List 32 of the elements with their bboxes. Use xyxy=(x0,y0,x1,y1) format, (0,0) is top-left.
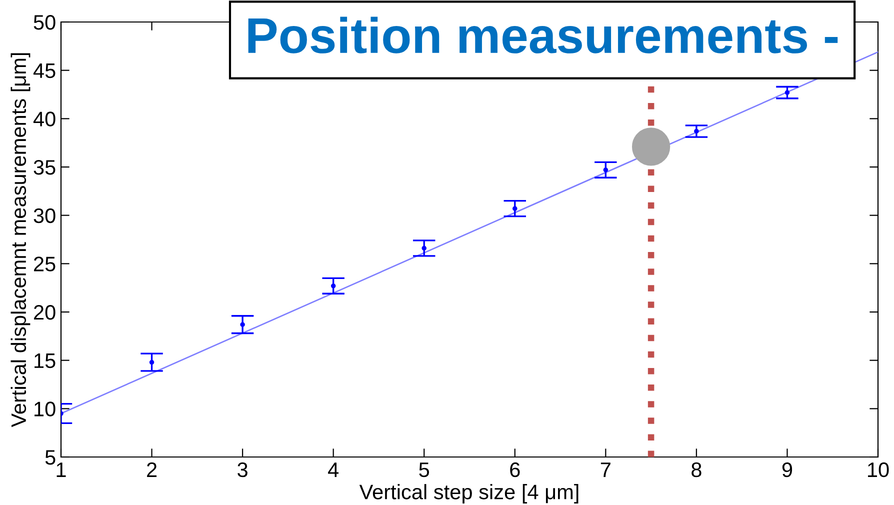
x-axis-title: Vertical step size [4 μm] xyxy=(359,484,578,504)
point xyxy=(632,128,670,166)
y-tick-label: 30 xyxy=(34,208,56,224)
point xyxy=(422,246,427,251)
y-tick-label: 10 xyxy=(34,402,56,416)
point xyxy=(784,90,790,95)
x-tick-label: 10 xyxy=(868,462,889,478)
y-tick-label: 45 xyxy=(33,64,56,78)
y-tick-label: 5 xyxy=(45,450,56,465)
x-tick-label: 2 xyxy=(147,462,157,477)
chart-title: Position measurements - xyxy=(248,16,838,54)
y-tick-label: 35 xyxy=(34,160,56,175)
x-tick-label: 6 xyxy=(510,462,520,478)
x-tick-label: 9 xyxy=(782,462,792,478)
y-tick-label: 20 xyxy=(34,305,56,320)
x-tick-label: 5 xyxy=(419,462,430,478)
y-axis-title: Vertical displacemnt measurements [μm] xyxy=(10,53,30,428)
y-tick-label: 40 xyxy=(33,112,56,126)
x-tick-label: 1 xyxy=(56,462,66,477)
point xyxy=(603,168,608,172)
x-tick-label: 3 xyxy=(238,462,248,478)
x-tick-label: 8 xyxy=(692,462,702,478)
x-tick-label: 7 xyxy=(600,462,610,477)
point xyxy=(512,206,518,211)
point xyxy=(240,322,245,327)
x-tick-label: 4 xyxy=(328,462,339,477)
point xyxy=(694,128,699,134)
point xyxy=(149,360,154,365)
point xyxy=(330,284,336,288)
y-tick-label: 25 xyxy=(34,256,56,272)
y-tick-label: 15 xyxy=(34,354,56,368)
y-tick-label: 50 xyxy=(34,15,56,30)
